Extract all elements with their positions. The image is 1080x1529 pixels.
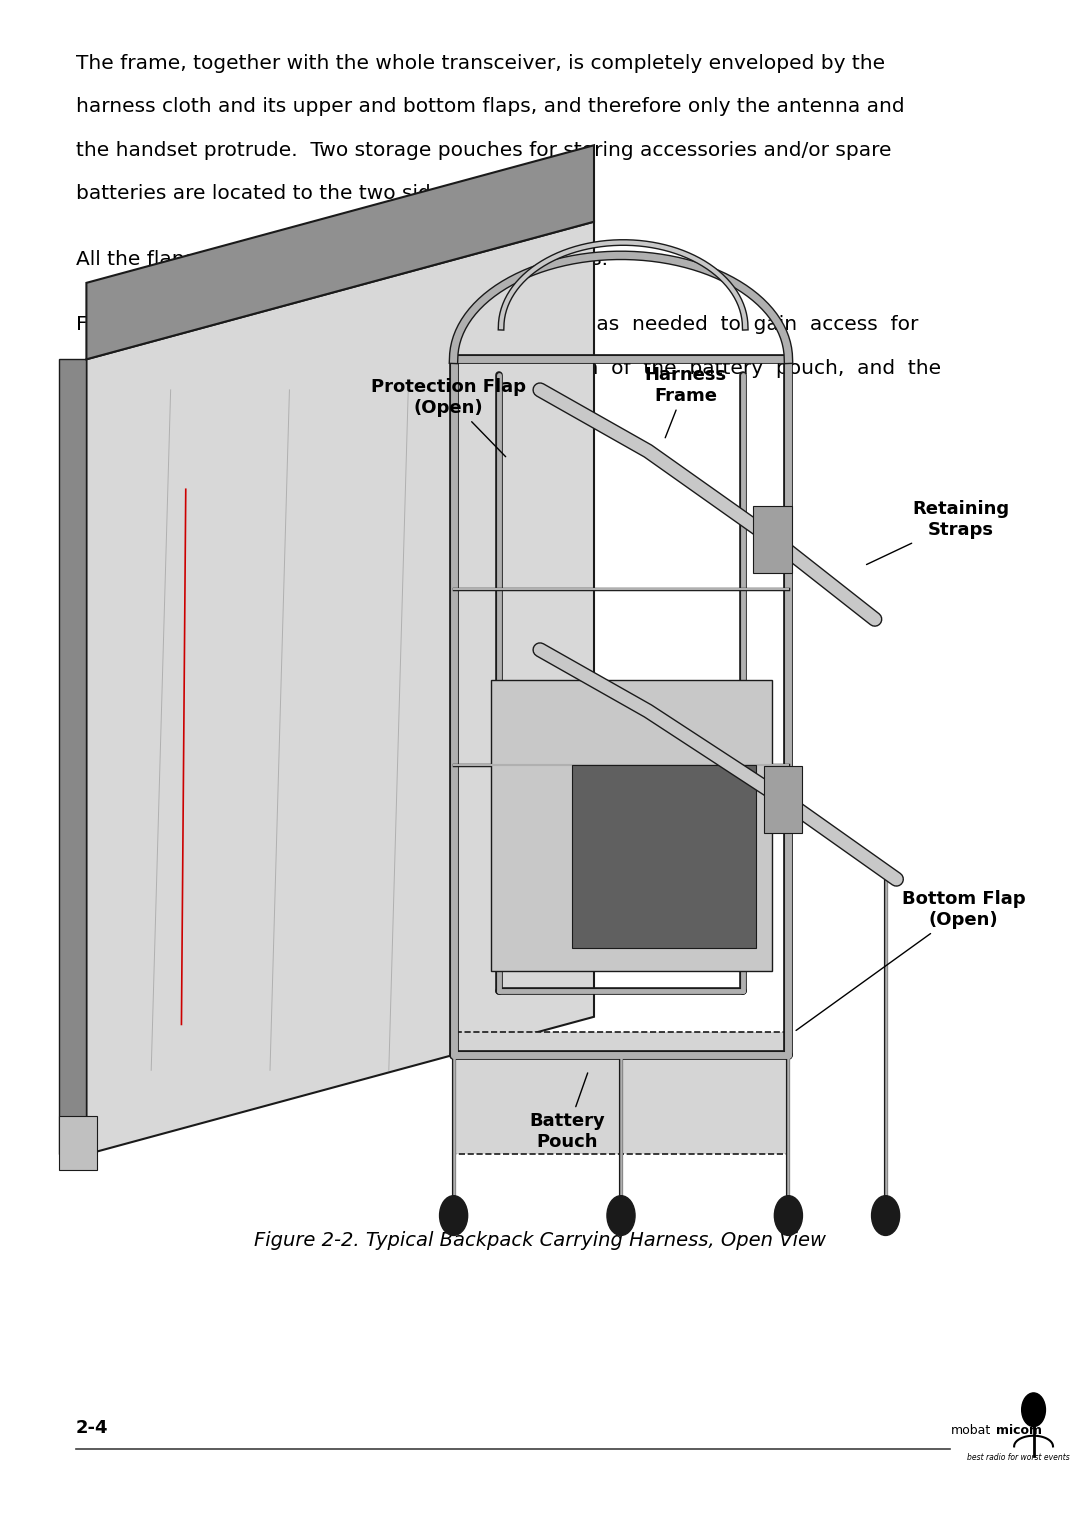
Text: harness cloth and its upper and bottom flaps, and therefore only the antenna and: harness cloth and its upper and bottom f… bbox=[76, 96, 904, 116]
Text: Bottom Flap
(Open): Bottom Flap (Open) bbox=[796, 890, 1025, 1031]
Circle shape bbox=[774, 1196, 802, 1235]
Circle shape bbox=[440, 1196, 468, 1235]
Polygon shape bbox=[86, 145, 594, 359]
Circle shape bbox=[872, 1196, 900, 1235]
Text: Figure  2-2  shows  a  view  of  the  open  harness,  as  needed  to  gain  acce: Figure 2-2 shows a view of the open harn… bbox=[76, 315, 918, 333]
Text: All the flaps and covers are held by Velcro fasteners.: All the flaps and covers are held by Vel… bbox=[76, 249, 608, 269]
Text: mobat: mobat bbox=[950, 1423, 990, 1437]
Text: 2-4: 2-4 bbox=[76, 1419, 108, 1437]
Text: Harness
Frame: Harness Frame bbox=[645, 365, 727, 437]
Bar bbox=[753, 506, 792, 573]
Circle shape bbox=[607, 1196, 635, 1235]
Text: micom: micom bbox=[996, 1423, 1042, 1437]
Text: transceiver retaining straps.: transceiver retaining straps. bbox=[76, 402, 361, 420]
Bar bbox=[764, 766, 802, 833]
Text: Battery
Pouch: Battery Pouch bbox=[529, 1073, 605, 1151]
Text: the handset protrude.  Two storage pouches for storing accessories and/or spare: the handset protrude. Two storage pouche… bbox=[76, 141, 891, 159]
Text: The frame, together with the whole transceiver, is completely enveloped by the: The frame, together with the whole trans… bbox=[76, 54, 885, 72]
Polygon shape bbox=[86, 222, 594, 1154]
Polygon shape bbox=[572, 764, 756, 948]
Text: Retaining
Straps: Retaining Straps bbox=[866, 500, 1010, 564]
Polygon shape bbox=[59, 359, 86, 1154]
Text: Figure 2-2. Typical Backpack Carrying Harness, Open View: Figure 2-2. Typical Backpack Carrying Ha… bbox=[254, 1231, 826, 1249]
Text: installing  the  equipment  in  it.  Note  the  location  of  the  battery  pouc: installing the equipment in it. Note the… bbox=[76, 358, 941, 378]
Polygon shape bbox=[59, 1116, 97, 1170]
Polygon shape bbox=[491, 680, 772, 971]
Text: batteries are located to the two sides.: batteries are located to the two sides. bbox=[76, 183, 460, 203]
Text: Protection Flap
(Open): Protection Flap (Open) bbox=[370, 378, 526, 457]
Text: best radio for worst events: best radio for worst events bbox=[967, 1453, 1069, 1462]
Polygon shape bbox=[454, 1032, 788, 1154]
Circle shape bbox=[1022, 1393, 1045, 1427]
